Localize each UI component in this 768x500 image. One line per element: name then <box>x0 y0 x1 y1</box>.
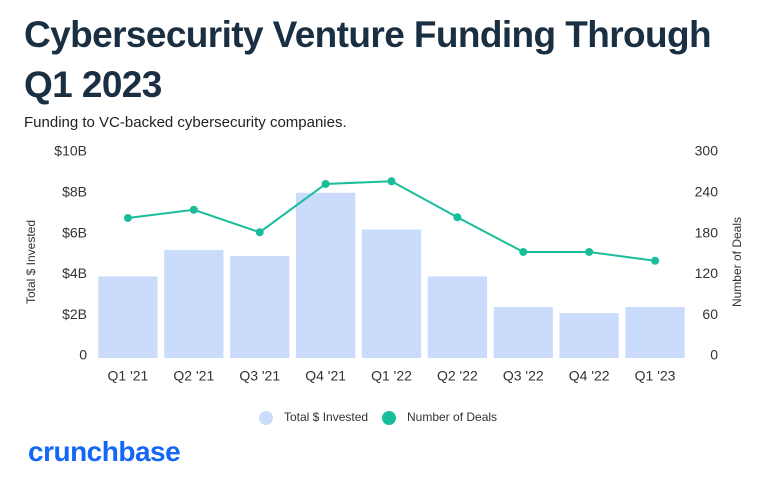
bar <box>493 307 553 358</box>
y-tick-label: $4B <box>62 265 87 281</box>
chart-title: Cybersecurity Venture Funding Through Q1… <box>24 14 712 105</box>
line-point <box>255 228 264 237</box>
y-tick-label: $10B <box>54 143 87 159</box>
x-tick-label: Q1 '21 <box>108 368 149 384</box>
y2-tick-label: 180 <box>695 224 719 240</box>
y2-tick-label: 60 <box>702 306 718 322</box>
line-point <box>123 213 132 222</box>
bar <box>625 307 685 358</box>
legend-label: Total $ Invested <box>284 410 368 424</box>
line-point <box>585 247 594 256</box>
bar <box>361 229 422 358</box>
y-axis-label: Total $ Invested <box>24 220 38 304</box>
line-point <box>387 177 396 186</box>
y2-tick-label: 0 <box>710 347 718 363</box>
x-tick-label: Q3 '21 <box>239 368 280 384</box>
y2-tick-label: 120 <box>695 265 719 281</box>
x-tick-label: Q2 '22 <box>437 368 478 384</box>
chart-subtitle: Funding to VC-backed cybersecurity compa… <box>24 114 347 131</box>
source-logo: crunchbase <box>28 436 181 467</box>
y2-tick-label: 240 <box>695 184 719 200</box>
y-tick-label: 0 <box>79 347 87 363</box>
bar <box>559 313 619 358</box>
line-point <box>651 256 660 265</box>
x-tick-label: Q4 '22 <box>569 368 610 384</box>
y-tick-label: $6B <box>62 224 87 240</box>
line-point <box>189 205 198 214</box>
x-tick-label: Q1 '22 <box>371 368 412 384</box>
bar <box>295 192 356 358</box>
y2-axis-label: Number of Deals <box>730 217 744 307</box>
line-point <box>321 179 330 188</box>
bar <box>427 276 488 358</box>
bar <box>98 276 158 358</box>
legend-label: Number of Deals <box>407 410 497 424</box>
x-tick-label: Q4 '21 <box>305 368 346 384</box>
bar <box>164 249 224 358</box>
x-tick-label: Q1 '23 <box>635 368 676 384</box>
legend-marker <box>259 411 273 425</box>
bar <box>230 256 290 358</box>
y2-tick-label: 300 <box>695 143 719 159</box>
legend-marker <box>382 411 396 425</box>
x-tick-label: Q3 '22 <box>503 368 544 384</box>
line-point <box>453 213 462 222</box>
y-tick-label: $2B <box>62 306 87 322</box>
line-point <box>519 247 528 256</box>
x-tick-label: Q2 '21 <box>173 368 214 384</box>
y-tick-label: $8B <box>62 184 87 200</box>
